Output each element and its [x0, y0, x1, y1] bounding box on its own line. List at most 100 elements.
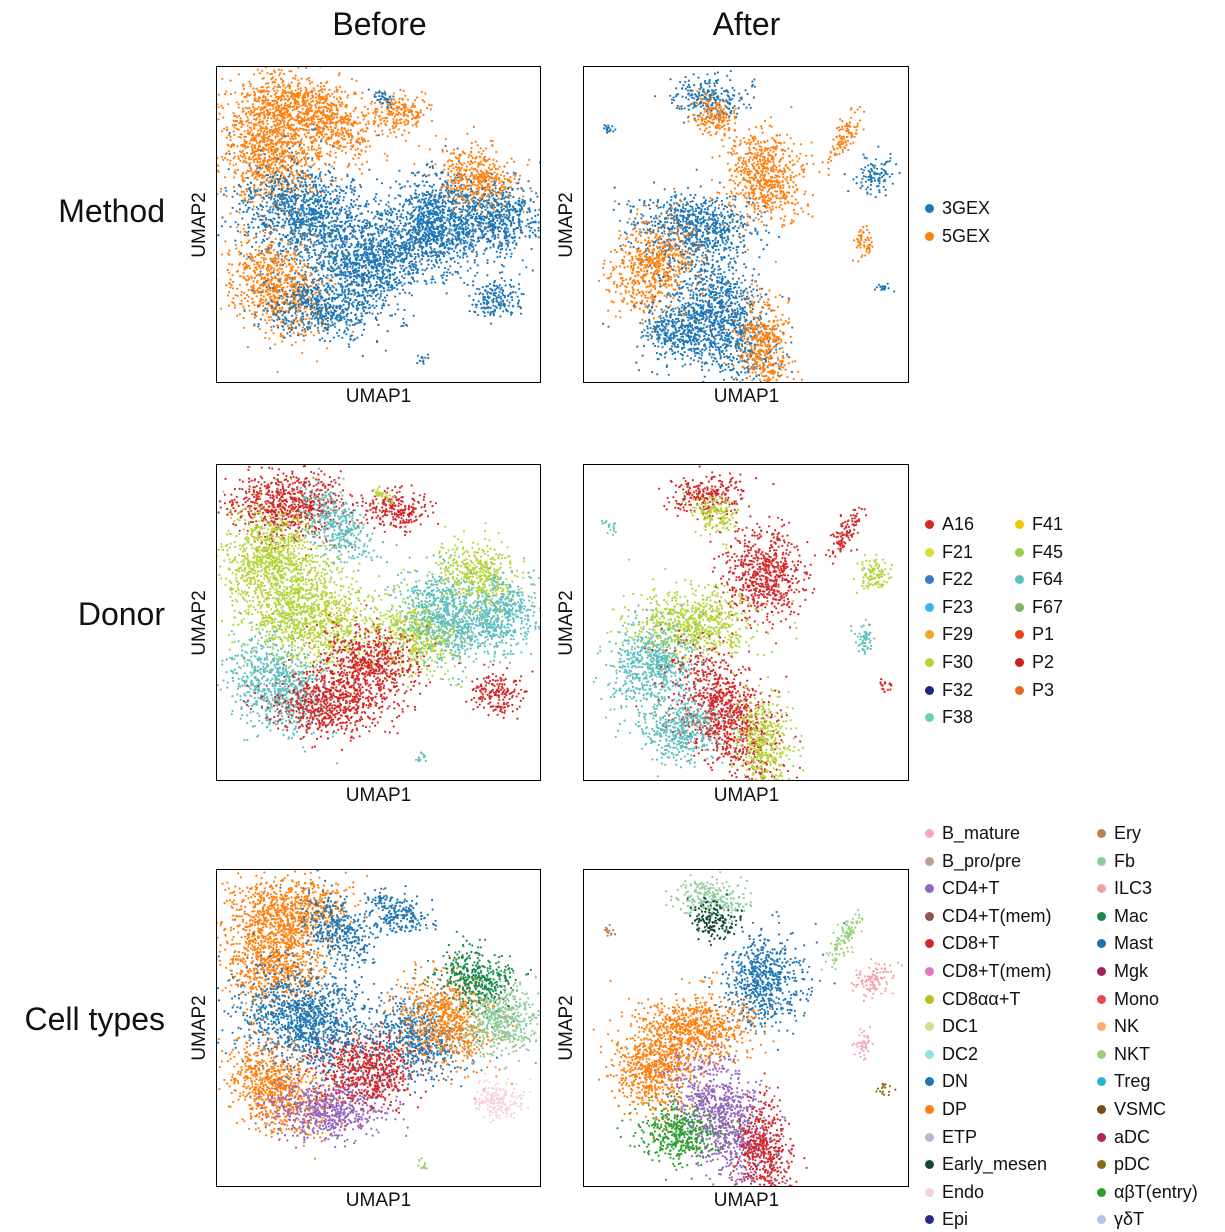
data-point — [420, 215, 423, 218]
data-point — [337, 134, 340, 138]
data-point — [346, 175, 349, 178]
data-point — [242, 305, 245, 308]
data-point — [294, 226, 298, 229]
data-point — [243, 138, 246, 141]
data-point — [299, 262, 302, 265]
data-point — [340, 208, 343, 211]
data-point — [338, 307, 342, 310]
data-point — [371, 312, 374, 315]
data-point — [328, 143, 332, 146]
data-point — [302, 323, 305, 326]
data-point — [255, 232, 258, 235]
data-point — [289, 285, 292, 288]
data-point — [272, 153, 275, 156]
data-point — [253, 186, 256, 189]
data-point — [335, 185, 339, 188]
data-point — [308, 109, 311, 113]
data-point — [342, 189, 345, 193]
data-point — [349, 298, 352, 301]
data-point — [349, 129, 352, 132]
data-point — [303, 196, 306, 199]
data-point — [282, 286, 285, 289]
data-point — [280, 69, 283, 72]
data-point — [247, 111, 250, 114]
data-point — [278, 267, 281, 270]
data-point — [308, 208, 311, 211]
data-point — [282, 259, 285, 263]
data-point — [286, 234, 289, 237]
data-point — [296, 216, 299, 219]
data-point — [294, 102, 297, 105]
data-point — [360, 111, 363, 114]
data-point — [293, 228, 296, 231]
data-point — [375, 134, 378, 137]
data-point — [326, 109, 329, 112]
data-point — [301, 169, 304, 172]
data-point — [307, 212, 310, 215]
data-point — [339, 312, 342, 315]
data-point — [308, 317, 311, 320]
data-point — [281, 335, 284, 338]
data-point — [309, 166, 312, 169]
data-point — [264, 298, 267, 301]
data-point — [309, 97, 312, 100]
data-point — [307, 91, 310, 94]
data-point — [333, 235, 336, 238]
data-point — [317, 331, 321, 334]
data-point — [290, 328, 293, 332]
data-point — [443, 254, 446, 258]
data-point — [246, 92, 249, 95]
data-point — [283, 104, 286, 107]
data-point — [345, 323, 348, 326]
data-point — [348, 162, 351, 165]
data-point — [260, 86, 263, 89]
data-point — [249, 131, 252, 134]
data-point — [361, 354, 364, 358]
data-point — [286, 332, 289, 335]
data-point — [303, 238, 306, 241]
data-point — [294, 254, 297, 257]
data-point — [391, 211, 394, 214]
data-point — [272, 332, 275, 335]
data-point — [319, 310, 322, 313]
data-point — [304, 178, 307, 181]
data-point — [415, 125, 418, 128]
data-point — [259, 108, 262, 111]
data-point — [253, 188, 256, 191]
data-point — [289, 166, 292, 169]
data-point — [253, 323, 256, 326]
data-point — [313, 128, 316, 131]
data-point — [339, 116, 342, 119]
data-point — [321, 337, 324, 340]
data-point — [279, 249, 282, 252]
data-point — [307, 199, 310, 202]
data-point — [289, 223, 292, 226]
data-point — [328, 231, 331, 234]
data-point — [357, 204, 360, 207]
data-point — [322, 189, 325, 192]
data-point — [327, 191, 330, 194]
data-point — [310, 322, 313, 325]
data-point — [252, 213, 255, 216]
data-point — [400, 325, 403, 328]
data-point — [293, 155, 296, 158]
data-point — [227, 168, 230, 171]
data-point — [268, 211, 272, 214]
data-point — [251, 200, 254, 204]
data-point — [220, 130, 224, 133]
data-point — [340, 121, 343, 124]
data-point — [318, 152, 321, 155]
data-point — [345, 321, 348, 324]
data-point — [326, 317, 329, 320]
data-point — [398, 100, 401, 103]
data-point — [315, 115, 318, 118]
data-point — [318, 96, 321, 99]
data-point — [335, 227, 338, 230]
data-point — [312, 123, 315, 126]
data-point — [352, 206, 355, 209]
data-point — [257, 273, 260, 276]
data-point — [325, 133, 328, 136]
data-point — [278, 128, 281, 131]
data-point — [353, 153, 357, 157]
data-point — [344, 115, 347, 118]
